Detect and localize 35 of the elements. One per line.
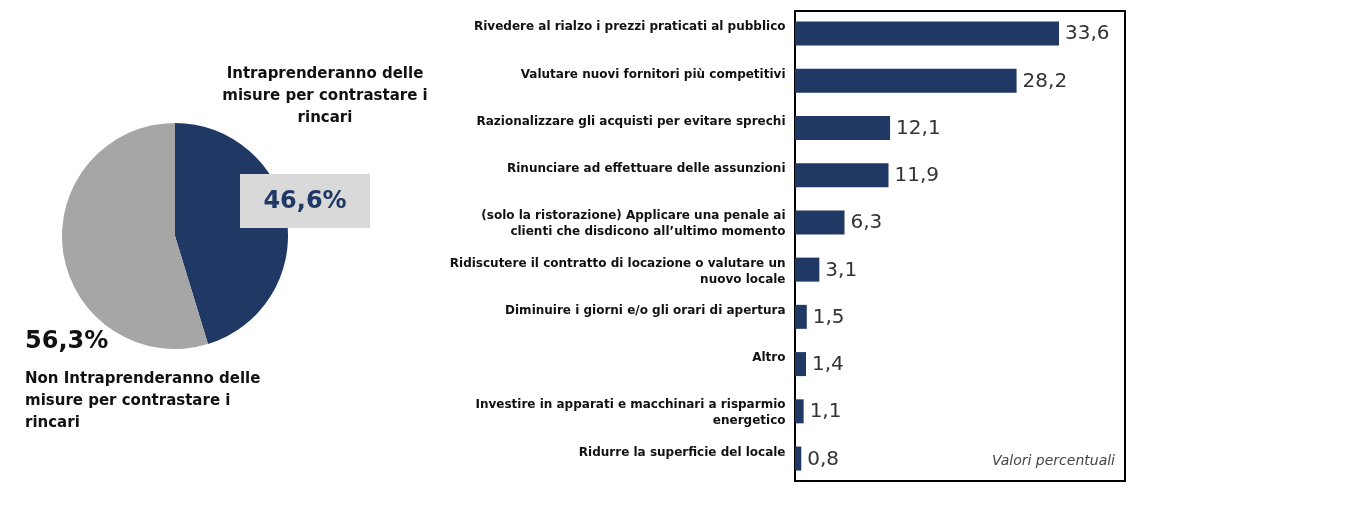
data-label: 33,6 [1065, 20, 1110, 45]
y-tick-label: Ridurre la superficie del locale [578, 444, 786, 459]
data-label: 56,3% [25, 326, 109, 354]
slice-label: Non Intraprenderanno delle misure per contrastare i rincari [25, 369, 261, 431]
bar [795, 21, 1059, 46]
annotation: Valori percentuali [992, 452, 1116, 468]
data-label: 1,1 [809, 398, 842, 423]
data-label: 12,1 [896, 114, 941, 139]
data-label: 28,2 [1022, 67, 1068, 92]
slice-label: Intraprenderanno delle misure per contrastare i rincari [222, 64, 428, 126]
y-tick-label: Valutare nuovi fornitori più competitivi [520, 66, 786, 81]
y-tick-label: (solo la ristorazione) Applicare una penale ai clienti che disdicono all’ultimo momento [481, 208, 786, 239]
bar [795, 163, 889, 188]
y-tick-label: Razionalizzare gli acquisti per evitare sprechi [476, 113, 786, 128]
data-label: 0,8 [807, 445, 840, 470]
data-label: 11,9 [894, 162, 940, 187]
data-label: 46,6% [263, 186, 347, 214]
bar [795, 68, 1017, 93]
y-tick-label: Ridiscutere il contratto di locazione o valutare un nuovo locale [449, 255, 786, 286]
bar [795, 257, 820, 282]
y-tick-label: Altro [752, 350, 786, 365]
y-tick-label: Diminuire i giorni e/o gli orari di apertura [505, 302, 786, 317]
bar [795, 352, 806, 377]
y-tick-label: Rivedere al rialzo i prezzi praticati al pubblico [474, 19, 786, 34]
bar [795, 115, 891, 140]
data-label: 1,4 [812, 351, 844, 376]
y-tick-label: Rinunciare ad effettuare delle assunzioni [507, 161, 786, 176]
bar [795, 304, 807, 329]
bar [795, 399, 804, 424]
data-label: 3,1 [825, 256, 858, 281]
bar [795, 210, 845, 235]
y-tick-label: Investire in apparati e macchinari a risparmio energetico [475, 397, 786, 428]
data-label: 1,5 [812, 303, 845, 328]
bar [795, 446, 802, 471]
data-label: 6,3 [850, 209, 883, 234]
